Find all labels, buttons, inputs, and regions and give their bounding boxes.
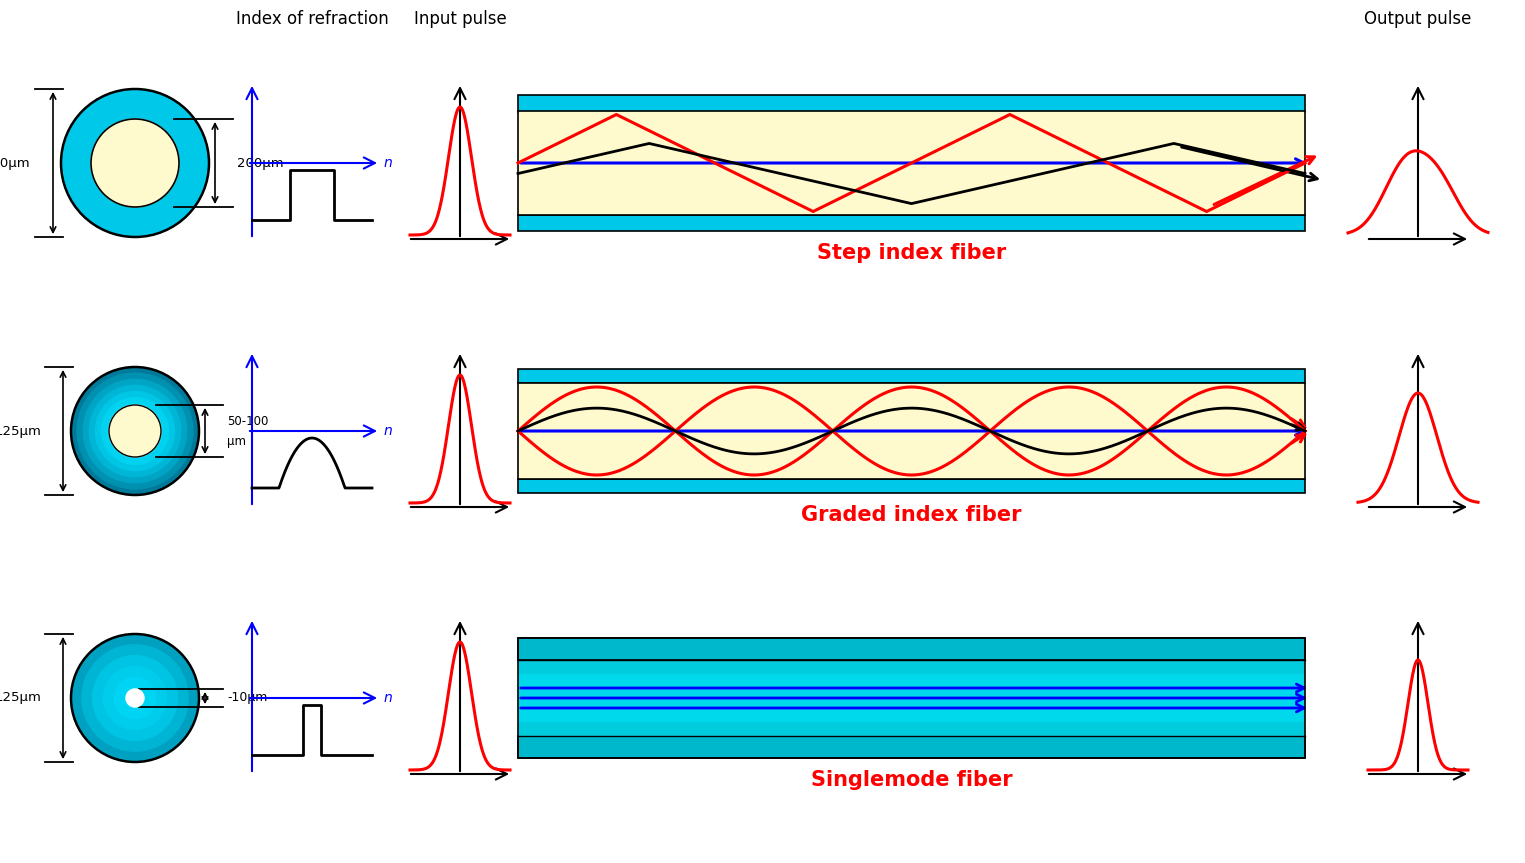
Text: 50-100: 50-100 (227, 414, 268, 427)
FancyBboxPatch shape (518, 95, 1305, 111)
Circle shape (96, 392, 174, 470)
Text: n: n (384, 424, 393, 438)
Text: Step index fiber: Step index fiber (817, 243, 1007, 263)
Text: Graded index fiber: Graded index fiber (801, 505, 1022, 525)
Text: Singlemode fiber: Singlemode fiber (811, 770, 1013, 790)
Text: n: n (384, 156, 393, 170)
FancyBboxPatch shape (518, 638, 1305, 660)
Text: μm: μm (227, 434, 246, 448)
Circle shape (108, 404, 162, 458)
Circle shape (78, 373, 192, 488)
Text: 125μm: 125μm (0, 691, 41, 704)
Circle shape (72, 367, 198, 495)
FancyBboxPatch shape (518, 479, 1305, 493)
Circle shape (102, 398, 168, 464)
Text: Output pulse: Output pulse (1365, 10, 1472, 28)
FancyBboxPatch shape (518, 369, 1305, 383)
Text: 125μm: 125μm (0, 425, 41, 438)
Circle shape (104, 666, 166, 729)
FancyBboxPatch shape (518, 215, 1305, 231)
Circle shape (93, 656, 177, 740)
Circle shape (108, 405, 162, 457)
Circle shape (127, 689, 143, 707)
Text: Input pulse: Input pulse (413, 10, 506, 28)
FancyBboxPatch shape (518, 674, 1305, 722)
FancyBboxPatch shape (518, 660, 1305, 674)
Circle shape (72, 634, 198, 762)
Circle shape (61, 89, 209, 237)
FancyBboxPatch shape (518, 722, 1305, 736)
Circle shape (82, 645, 188, 751)
Circle shape (90, 386, 180, 476)
Circle shape (114, 677, 156, 719)
Circle shape (92, 119, 178, 207)
Text: n: n (384, 691, 393, 705)
Circle shape (84, 379, 186, 482)
Text: 380μm: 380μm (0, 156, 30, 169)
FancyBboxPatch shape (518, 736, 1305, 758)
Text: 200μm: 200μm (236, 156, 284, 169)
Text: -10μm: -10μm (227, 691, 267, 704)
FancyBboxPatch shape (518, 383, 1305, 479)
Text: Index of refraction: Index of refraction (236, 10, 389, 28)
Circle shape (125, 688, 145, 708)
FancyBboxPatch shape (518, 111, 1305, 215)
